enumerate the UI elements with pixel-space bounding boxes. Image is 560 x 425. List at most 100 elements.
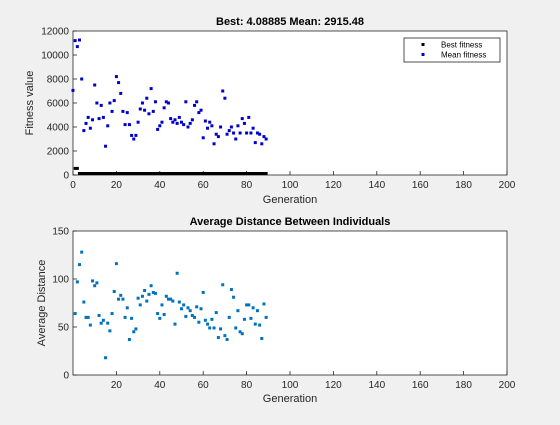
distance-data-point — [253, 322, 257, 326]
distance-data-point — [93, 284, 97, 288]
distance-data-point — [238, 330, 242, 334]
fitness-data-point — [162, 106, 166, 110]
distance-y-tick-label: 0 — [63, 371, 69, 382]
fitness-data-point — [164, 172, 168, 175]
distance-data-point — [175, 271, 179, 275]
distance-x-tick-label: 20 — [111, 380, 123, 391]
fitness-data-point — [156, 127, 160, 131]
fitness-data-point — [214, 132, 218, 136]
distance-x-tick-label: 100 — [282, 380, 299, 391]
fitness-data-point — [264, 137, 268, 141]
distance-data-point — [225, 337, 229, 341]
fitness-data-point — [127, 123, 131, 127]
distance-data-point — [127, 337, 131, 341]
fitness-data-point — [86, 115, 90, 119]
fitness-data-point — [262, 172, 266, 175]
fitness-data-point — [82, 172, 86, 175]
fitness-data-point — [88, 126, 92, 130]
distance-data-point — [164, 294, 168, 298]
fitness-data-point — [190, 118, 194, 122]
fitness-data-point — [258, 172, 262, 175]
distance-data-point — [86, 315, 90, 319]
fitness-data-point — [136, 172, 140, 175]
fitness-data-point — [214, 172, 218, 175]
distance-data-point — [264, 315, 268, 319]
fitness-x-tick-label: 140 — [368, 180, 385, 191]
distance-data-point — [203, 318, 207, 322]
fitness-data-point — [132, 137, 136, 141]
fitness-data-point — [158, 172, 162, 175]
fitness-plot-title: Best: 4.08885 Mean: 2915.48 — [216, 16, 364, 28]
fitness-x-tick-label: 180 — [455, 180, 472, 191]
fitness-data-point — [262, 135, 266, 139]
distance-data-point — [112, 289, 116, 293]
fitness-data-point — [236, 124, 240, 128]
fitness-data-point — [216, 172, 220, 175]
fitness-data-point — [110, 109, 114, 113]
fitness-data-point — [203, 172, 207, 175]
fitness-data-point — [82, 129, 86, 133]
distance-data-point — [171, 299, 175, 303]
fitness-y-ticks: 0 2000 4000 6000 8000 10000 12000 — [41, 27, 77, 182]
fitness-data-point — [110, 172, 114, 175]
distance-data-point — [73, 312, 77, 316]
distance-data-point — [99, 321, 103, 325]
fitness-data-point — [158, 124, 162, 128]
fitness-data-point — [114, 172, 118, 175]
fitness-data-point — [138, 107, 142, 111]
fitness-data-point — [197, 111, 201, 115]
fitness-data-point — [166, 101, 170, 105]
distance-y-tick-label: 150 — [52, 227, 69, 238]
fitness-y-tick-label: 2000 — [47, 147, 70, 158]
distance-data-point — [197, 320, 201, 324]
distance-data-point — [219, 327, 223, 331]
fitness-x-label: Generation — [263, 194, 317, 206]
fitness-data-point — [182, 123, 186, 127]
legend-marker-best — [421, 43, 425, 46]
fitness-data-point — [247, 115, 251, 119]
distance-data-point — [240, 332, 244, 336]
distance-data-point — [195, 305, 199, 309]
fitness-data-point — [108, 101, 112, 105]
fitness-x-tick-label: 40 — [154, 180, 166, 191]
distance-series-0 — [73, 250, 268, 360]
distance-data-point — [227, 315, 231, 319]
fitness-data-point — [264, 172, 268, 175]
fitness-data-point — [125, 172, 129, 175]
distance-data-point — [223, 334, 227, 338]
fitness-data-point — [184, 100, 188, 104]
fitness-data-point — [147, 112, 151, 116]
distance-x-label: Generation — [263, 393, 317, 405]
fitness-data-point — [75, 166, 79, 170]
distance-x-tick-label: 40 — [154, 380, 166, 391]
fitness-data-point — [95, 101, 99, 105]
fitness-data-point — [169, 172, 173, 175]
distance-data-point — [210, 317, 214, 321]
fitness-data-point — [136, 120, 140, 124]
fitness-data-point — [84, 172, 88, 175]
distance-data-point — [143, 289, 147, 293]
legend-marker-mean — [421, 53, 425, 56]
fitness-data-point — [219, 172, 223, 175]
fitness-data-point — [80, 77, 84, 81]
fitness-data-point — [91, 172, 95, 175]
fitness-data-point — [229, 125, 233, 129]
distance-data-point — [104, 356, 108, 360]
distance-x-tick-label: 120 — [325, 380, 342, 391]
distance-x-tick-label: 80 — [241, 380, 253, 391]
fitness-data-point — [180, 172, 183, 175]
fitness-y-label: Fitness value — [24, 71, 36, 136]
fitness-y-tick-label: 0 — [63, 171, 69, 182]
distance-x-tick-label: 180 — [455, 380, 472, 391]
fitness-data-point — [130, 133, 134, 137]
fitness-data-point — [225, 172, 229, 175]
distance-data-point — [97, 313, 101, 317]
fitness-data-point — [201, 172, 205, 175]
distance-data-point — [229, 288, 233, 292]
distance-data-point — [91, 279, 95, 283]
distance-data-point — [245, 303, 249, 307]
distance-data-point — [182, 303, 186, 307]
distance-data-point — [106, 321, 110, 325]
fitness-y-tick-label: 10000 — [41, 51, 69, 62]
legend-box — [403, 37, 501, 63]
